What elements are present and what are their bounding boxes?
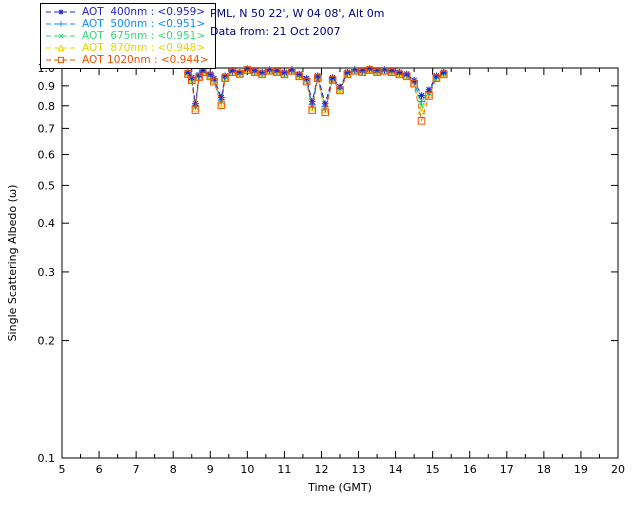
y-tick-label: 0.2 bbox=[38, 335, 56, 348]
y-axis-label: Single Scattering Albedo (ω) bbox=[6, 185, 19, 342]
y-tick-label: 0.7 bbox=[38, 122, 56, 135]
station-location: PML, N 50 22', W 04 08', Alt 0m bbox=[210, 7, 385, 20]
legend-label-aot-675nm: AOT 675nm : <0.951> bbox=[82, 30, 206, 42]
x-tick-label: 16 bbox=[463, 463, 477, 476]
legend-line-sample bbox=[46, 56, 76, 64]
series-line-aot-1020nm bbox=[187, 69, 445, 121]
legend-line-sample bbox=[46, 33, 76, 39]
legend-item-aot-500nm: AOT 500nm : <0.951> bbox=[45, 18, 209, 30]
x-tick-label: 8 bbox=[170, 463, 177, 476]
y-tick-label: 0.4 bbox=[38, 217, 56, 230]
station-header: PML, N 50 22', W 04 08', Alt 0m Data fro… bbox=[210, 5, 384, 41]
x-tick-label: 19 bbox=[574, 463, 588, 476]
x-tick-label: 5 bbox=[59, 463, 66, 476]
legend-label-aot-400nm: AOT 400nm : <0.959> bbox=[82, 6, 206, 18]
x-tick-label: 20 bbox=[611, 463, 625, 476]
series-aot-1020nm bbox=[184, 66, 448, 125]
plot-border bbox=[61, 67, 619, 459]
legend-item-aot-870nm: AOT 870nm : <0.948> bbox=[45, 42, 209, 54]
legend-label-aot-870nm: AOT 870nm : <0.948> bbox=[82, 42, 206, 54]
x-tick-label: 6 bbox=[96, 463, 103, 476]
x-tick-label: 17 bbox=[500, 463, 514, 476]
x-tick-label: 7 bbox=[133, 463, 140, 476]
y-tick-label: 0.5 bbox=[38, 179, 56, 192]
x-tick-label: 11 bbox=[277, 463, 291, 476]
legend-item-aot-675nm: AOT 675nm : <0.951> bbox=[45, 30, 209, 42]
legend-line-sample bbox=[46, 21, 76, 27]
y-tick-label: 0.1 bbox=[38, 452, 56, 465]
legend-line-sample bbox=[46, 9, 76, 15]
x-tick-label: 14 bbox=[389, 463, 403, 476]
x-tick-label: 18 bbox=[537, 463, 551, 476]
legend-line-sample bbox=[46, 44, 76, 52]
x-tick-label: 15 bbox=[426, 463, 440, 476]
x-tick-label: 9 bbox=[207, 463, 214, 476]
x-tick-label: 10 bbox=[240, 463, 254, 476]
data-date: Data from: 21 Oct 2007 bbox=[210, 25, 341, 38]
x-tick-label: 12 bbox=[314, 463, 328, 476]
legend-label-aot-1020nm: AOT 1020nm : <0.944> bbox=[82, 54, 209, 66]
x-tick-label: 13 bbox=[352, 463, 366, 476]
axes bbox=[61, 67, 619, 459]
legend-label-aot-500nm: AOT 500nm : <0.951> bbox=[82, 18, 206, 30]
legend-item-aot-1020nm: AOT 1020nm : <0.944> bbox=[45, 54, 209, 66]
y-tick-label: 0.8 bbox=[38, 100, 56, 113]
legend: AOT 400nm : <0.959> AOT 500nm : <0.951> AO… bbox=[40, 3, 216, 69]
y-tick-label: 0.3 bbox=[38, 266, 56, 279]
y-tick-label: 0.9 bbox=[38, 80, 56, 93]
x-axis-label: Time (GMT) bbox=[307, 481, 372, 494]
y-tick-label: 0.6 bbox=[38, 149, 56, 162]
legend-item-aot-400nm: AOT 400nm : <0.959> bbox=[45, 6, 209, 18]
